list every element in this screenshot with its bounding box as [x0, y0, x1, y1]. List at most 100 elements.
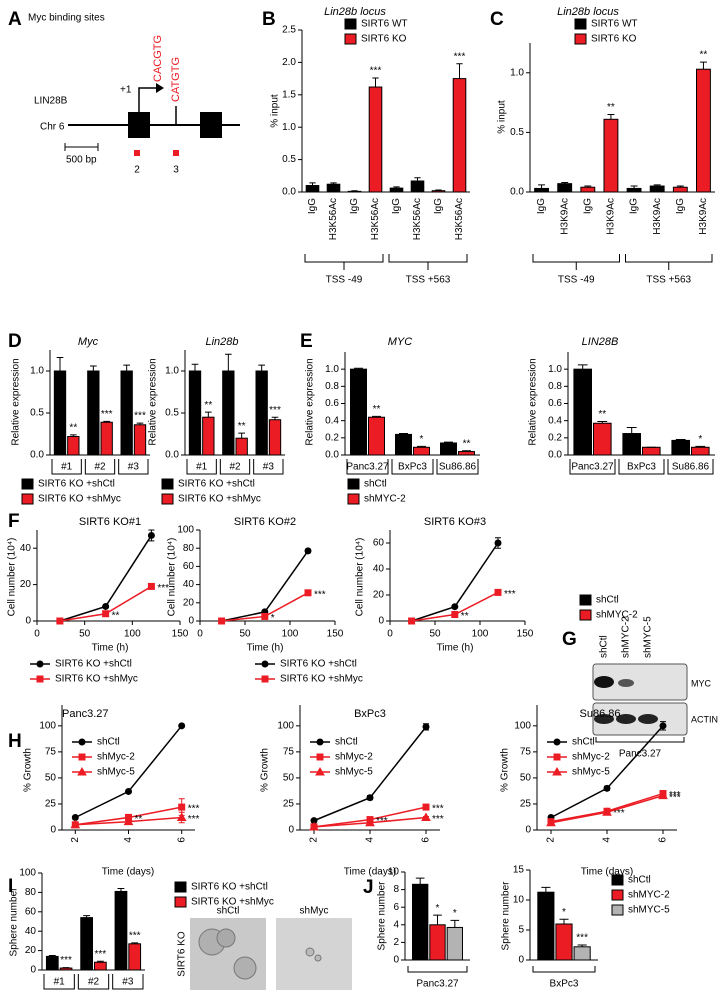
bracket: [51, 459, 82, 475]
error-bar: [205, 411, 212, 418]
y-axis-label: Cell number (10⁴): [7, 538, 18, 617]
y-tick-label: 0: [30, 965, 36, 976]
marker: [147, 531, 155, 539]
x-tick-label: H3K9Ac: [698, 198, 709, 235]
chromosome-label: Chr 6: [40, 122, 65, 133]
panel-letter: B: [262, 9, 276, 30]
y-tick-label: 100: [39, 720, 56, 731]
marker: [494, 588, 502, 596]
x-tick-label: #2: [229, 462, 241, 473]
y-axis-label: Sphere number: [501, 881, 512, 951]
x-tick-label: IgG: [536, 198, 547, 214]
bar: [534, 187, 549, 193]
bar: [410, 180, 425, 193]
bar: [326, 183, 341, 193]
significance: ***: [188, 814, 200, 825]
bar: [691, 446, 710, 456]
legend-label: SIRT6 KO +shCtl: [38, 479, 115, 490]
marker: [658, 790, 668, 800]
image-row-label: SIRT6 KO: [177, 931, 188, 977]
sphere: [314, 954, 322, 962]
panel-letter: G: [562, 629, 577, 650]
legend-swatch: [21, 478, 34, 490]
y-tick-label: 0: [525, 825, 531, 836]
marker: [603, 784, 611, 792]
x-tick-label: BxPc3: [550, 979, 579, 990]
legend-label: shMYC-2: [364, 494, 406, 505]
y-tick-label: 1.0: [510, 67, 524, 78]
x-tick-label: H3K56Ac: [370, 198, 381, 240]
marker: [176, 812, 187, 821]
legend-label: SIRT6 KO: [361, 34, 407, 45]
significance: *: [436, 903, 440, 914]
x-tick-label: #2: [94, 462, 106, 473]
bar: [626, 187, 642, 193]
bracket: [219, 459, 251, 475]
tss-label: +1: [120, 85, 132, 96]
legend-label: shMyc-5: [572, 767, 610, 778]
marker: [408, 617, 416, 625]
bar: [622, 433, 642, 456]
y-tick-label: 0: [25, 616, 31, 627]
marker: [102, 610, 110, 618]
marker: [602, 807, 612, 816]
legend-swatch: [161, 478, 174, 490]
x-tick-label: #3: [122, 977, 134, 988]
x-tick-label: Panc3.27: [416, 979, 459, 990]
legend-label: shMYC-5: [628, 905, 670, 916]
y-tick-label: 0: [393, 955, 399, 966]
chart-title: MYC: [388, 336, 413, 348]
legend-swatch: [611, 904, 624, 916]
x-tick-label: 100: [124, 629, 141, 640]
bar: [580, 186, 596, 193]
y-tick-label: 0.0: [165, 450, 179, 461]
marker: [304, 589, 312, 597]
marker: [553, 753, 561, 761]
chart-title: BxPc3: [354, 708, 386, 720]
error-bar: [393, 186, 400, 189]
error-bar: [238, 432, 245, 439]
panel-letter: C: [490, 9, 504, 30]
y-tick-label: 25: [283, 799, 295, 810]
significance: ***: [95, 949, 107, 960]
error-bar: [414, 177, 421, 181]
blot-band: [594, 714, 614, 724]
x-axis-label: Time (h): [247, 643, 284, 654]
y-tick-label: 10: [513, 895, 525, 906]
significance: ***: [101, 409, 113, 420]
y-tick-label: 100: [19, 868, 36, 879]
x-tick-label: 4: [365, 837, 376, 843]
y-tick-label: 0.5: [30, 408, 44, 419]
cell-line-label: Panc3.27: [619, 749, 662, 760]
error-bar: [70, 434, 77, 437]
bar: [45, 955, 59, 971]
significance: ***: [269, 405, 281, 416]
error-bar: [626, 427, 637, 434]
error-bar: [354, 367, 363, 370]
bar: [389, 187, 404, 193]
bracket: [667, 459, 714, 475]
y-axis-label: % input: [497, 100, 508, 134]
bar: [452, 78, 467, 193]
y-axis-label: % Growth: [260, 748, 271, 792]
legend-label: SIRT6 KO +shCtl: [55, 659, 132, 670]
legend-label: SIRT6 KO +shMyc: [280, 674, 363, 685]
y-tick-label: 1.0: [282, 122, 296, 133]
marker: [261, 660, 269, 668]
image-label: shCtl: [217, 906, 240, 917]
x-tick-label: H3K56Ac: [454, 198, 465, 240]
bracket: [436, 459, 479, 475]
error-bar: [561, 181, 569, 184]
bracket: [77, 974, 110, 990]
error-bar: [309, 182, 316, 186]
x-tick-label: 6: [176, 837, 187, 843]
legend-label: SIRT6 KO +shMyc: [55, 674, 138, 685]
error-bar: [96, 960, 104, 963]
primer-label: 3: [173, 165, 179, 176]
y-tick-label: 0.6: [548, 398, 562, 409]
legend-label: SIRT6 KO +shMyc: [191, 897, 274, 908]
group-bracket: [532, 254, 620, 270]
error-bar: [444, 441, 453, 443]
y-tick-label: 0.5: [510, 127, 524, 138]
marker: [553, 738, 561, 746]
